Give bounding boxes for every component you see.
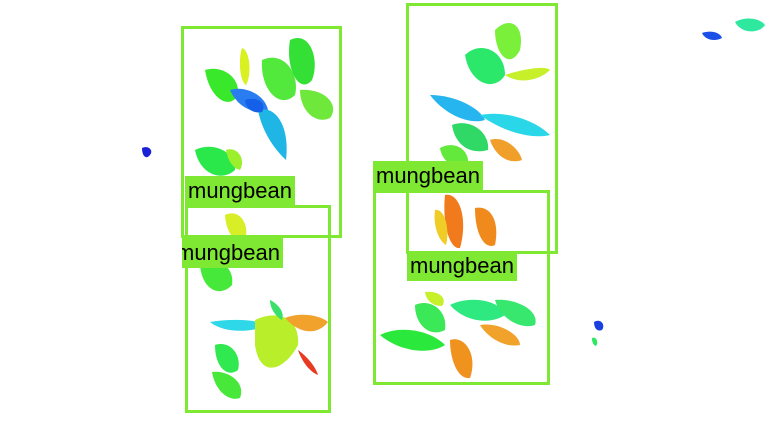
detection-label-3: mungbean — [182, 238, 283, 268]
plant-bottom-left — [200, 213, 328, 399]
plant-top-right — [430, 22, 550, 167]
stray-points — [142, 18, 765, 346]
detection-label-2: mungbean — [373, 161, 483, 191]
plant-top-left — [195, 38, 334, 176]
detection-box-3 — [185, 205, 331, 413]
detection-box-1 — [181, 26, 342, 238]
plant-bottom-right — [380, 194, 536, 379]
detection-label-4: mungbean — [407, 251, 517, 281]
detection-box-4 — [373, 190, 550, 385]
detection-label-1: mungbean — [185, 176, 295, 206]
